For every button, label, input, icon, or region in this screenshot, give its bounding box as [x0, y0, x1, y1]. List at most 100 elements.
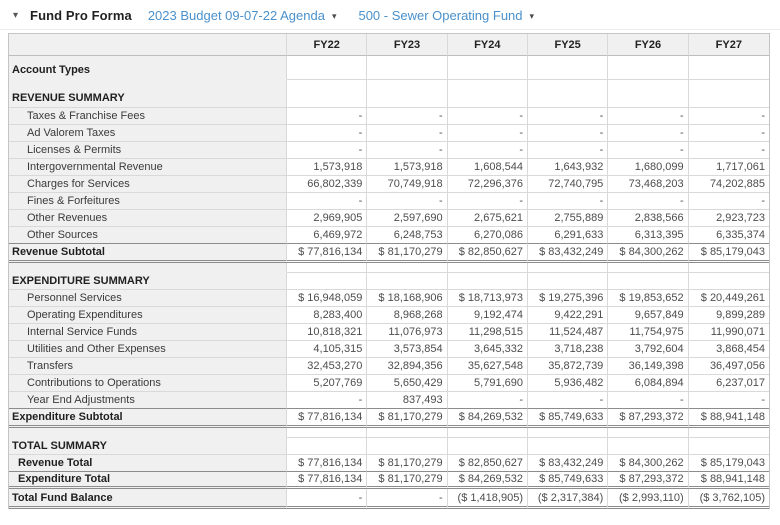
row-transfers-value-fy27: 36,497,056	[688, 358, 769, 375]
row-account-types-value-fy22	[287, 56, 368, 80]
row-total-fund-balance-value-fy25: ($ 2,317,384)	[527, 489, 609, 509]
row-operating-expenditures-value-fy27: 9,899,289	[688, 307, 769, 324]
row-licenses-permits-value-fy25: -	[527, 142, 609, 159]
row-revenue-subtotal-value-fy23: $ 81,170,279	[367, 244, 448, 263]
row-charges-for-services: Charges for Services 66,802,339 70,749,918…	[9, 176, 769, 193]
row-fines-forfeitures-value-fy24: -	[447, 193, 528, 210]
row-expenditure-subtotal-value-fy22: $ 77,816,134	[287, 409, 368, 428]
row-total-fund-balance-value-fy26: ($ 2,993,110)	[608, 489, 689, 509]
row-intergovernmental-revenue-value-fy25: 1,643,932	[527, 159, 609, 176]
row-taxes-franchise-fees-value-fy24: -	[447, 108, 528, 125]
row-gap-2-value-fy27	[688, 428, 769, 438]
row-intergovernmental-revenue-value-fy26: 1,680,099	[608, 159, 689, 176]
row-charges-for-services-value-fy24: 72,296,376	[447, 176, 528, 193]
fund-dropdown[interactable]: 500 - Sewer Operating Fund ▾	[358, 8, 534, 23]
row-gap-1-value-fy27	[688, 263, 769, 273]
row-contributions-to-operations-value-fy26: 6,084,894	[608, 375, 689, 392]
row-total-summary-value-fy22	[287, 438, 368, 455]
col-header-fy26: FY26	[608, 34, 689, 56]
row-utilities-other-expenses-value-fy27: 3,868,454	[688, 341, 769, 358]
row-internal-service-funds-value-fy27: 11,990,071	[688, 324, 769, 341]
row-charges-for-services-value-fy22: 66,802,339	[287, 176, 368, 193]
row-year-end-adjustments-value-fy22: -	[287, 392, 368, 409]
row-transfers: Transfers 32,453,270 32,894,356 35,627,548 3…	[9, 358, 769, 375]
row-gap-2-value-fy25	[527, 428, 609, 438]
row-expenditure-subtotal-value-fy24: $ 84,269,532	[447, 409, 528, 428]
row-gap-2	[9, 428, 769, 438]
row-revenue-summary-value-fy22	[287, 80, 368, 108]
row-other-revenues-value-fy22: 2,969,905	[287, 210, 368, 227]
row-year-end-adjustments-value-fy24: -	[447, 392, 528, 409]
row-contributions-to-operations: Contributions to Operations 5,207,769 5,65…	[9, 375, 769, 392]
row-other-sources-value-fy25: 6,291,633	[527, 227, 609, 244]
row-total-fund-balance: Total Fund Balance - - ($ 1,418,905) ($ 2,31…	[9, 489, 769, 509]
row-licenses-permits-label: Licenses & Permits	[9, 142, 287, 159]
row-revenue-total-label: Revenue Total	[9, 455, 287, 472]
row-revenue-total-value-fy24: $ 82,850,627	[447, 455, 528, 472]
row-fines-forfeitures-value-fy25: -	[527, 193, 609, 210]
row-intergovernmental-revenue: Intergovernmental Revenue 1,573,918 1,573,…	[9, 159, 769, 176]
row-expenditure-total-value-fy24: $ 84,269,532	[447, 472, 528, 489]
row-account-types-label: Account Types	[9, 56, 287, 80]
row-utilities-other-expenses-value-fy25: 3,718,238	[527, 341, 609, 358]
row-revenue-total-value-fy22: $ 77,816,134	[287, 455, 368, 472]
row-contributions-to-operations-value-fy24: 5,791,690	[447, 375, 528, 392]
row-personnel-services-value-fy23: $ 18,168,906	[367, 290, 448, 307]
row-expenditure-subtotal-value-fy23: $ 81,170,279	[367, 409, 448, 428]
row-account-types-value-fy27	[688, 56, 769, 80]
row-account-types-value-fy23	[367, 56, 448, 80]
row-transfers-value-fy23: 32,894,356	[367, 358, 448, 375]
row-gap-2-value-fy24	[447, 428, 528, 438]
row-operating-expenditures-value-fy23: 8,968,268	[367, 307, 448, 324]
row-expenditure-summary-value-fy22	[287, 273, 368, 290]
row-utilities-other-expenses-label: Utilities and Other Expenses	[9, 341, 287, 358]
collapse-caret-icon[interactable]: ▾	[13, 9, 19, 21]
row-ad-valorem-taxes-label: Ad Valorem Taxes	[9, 125, 287, 142]
row-transfers-label: Transfers	[9, 358, 287, 375]
table-header: FY22 FY23 FY24 FY25 FY26 FY27	[9, 34, 769, 56]
row-operating-expenditures-value-fy24: 9,192,474	[447, 307, 528, 324]
row-personnel-services-value-fy26: $ 19,853,652	[608, 290, 689, 307]
row-fines-forfeitures: Fines & Forfeitures - - - - - -	[9, 193, 769, 210]
row-charges-for-services-value-fy27: 74,202,885	[688, 176, 769, 193]
row-licenses-permits-value-fy22: -	[287, 142, 368, 159]
row-revenue-total: Revenue Total $ 77,816,134 $ 81,170,279 $ 8…	[9, 455, 769, 472]
row-total-summary-value-fy24	[447, 438, 528, 455]
row-other-revenues-label: Other Revenues	[9, 210, 287, 227]
row-year-end-adjustments-value-fy26: -	[608, 392, 689, 409]
col-header-fy22: FY22	[287, 34, 368, 56]
row-expenditure-subtotal: Expenditure Subtotal $ 77,816,134 $ 81,170…	[9, 409, 769, 428]
row-gap-2-value-fy26	[608, 428, 689, 438]
row-revenue-total-value-fy27: $ 85,179,043	[688, 455, 769, 472]
corner-cell	[9, 34, 287, 56]
row-other-sources-value-fy23: 6,248,753	[367, 227, 448, 244]
row-intergovernmental-revenue-value-fy22: 1,573,918	[287, 159, 368, 176]
row-year-end-adjustments-value-fy25: -	[527, 392, 609, 409]
row-total-summary: TOTAL SUMMARY	[9, 438, 769, 455]
row-internal-service-funds-value-fy26: 11,754,975	[608, 324, 689, 341]
row-expenditure-total-label: Expenditure Total	[9, 472, 287, 489]
row-year-end-adjustments: Year End Adjustments -837,493- - - -	[9, 392, 769, 409]
row-total-summary-value-fy25	[527, 438, 609, 455]
row-revenue-summary-value-fy26	[608, 80, 689, 108]
row-revenue-subtotal-value-fy24: $ 82,850,627	[447, 244, 528, 263]
row-licenses-permits-value-fy23: -	[367, 142, 448, 159]
budget-report-dropdown[interactable]: 2023 Budget 09-07-22 Agenda ▾	[148, 8, 337, 23]
row-gap-1-value-fy22	[287, 263, 368, 273]
row-account-types-value-fy26	[608, 56, 689, 80]
row-contributions-to-operations-value-fy27: 6,237,017	[688, 375, 769, 392]
pro-forma-table-container: FY22 FY23 FY24 FY25 FY26 FY27 Account Ty…	[8, 33, 770, 509]
row-internal-service-funds: Internal Service Funds 10,818,321 11,076,9…	[9, 324, 769, 341]
row-total-fund-balance-label: Total Fund Balance	[9, 489, 287, 509]
row-fines-forfeitures-value-fy22: -	[287, 193, 368, 210]
row-year-end-adjustments-value-fy27: -	[688, 392, 769, 409]
row-ad-valorem-taxes: Ad Valorem Taxes - - - - - -	[9, 125, 769, 142]
row-expenditure-total-value-fy26: $ 87,293,372	[608, 472, 689, 489]
row-operating-expenditures-value-fy25: 9,422,291	[527, 307, 609, 324]
row-charges-for-services-label: Charges for Services	[9, 176, 287, 193]
row-other-revenues-value-fy26: 2,838,566	[608, 210, 689, 227]
row-taxes-franchise-fees-value-fy26: -	[608, 108, 689, 125]
row-revenue-total-value-fy25: $ 83,432,249	[527, 455, 609, 472]
row-other-revenues-value-fy23: 2,597,690	[367, 210, 448, 227]
row-intergovernmental-revenue-value-fy27: 1,717,061	[688, 159, 769, 176]
